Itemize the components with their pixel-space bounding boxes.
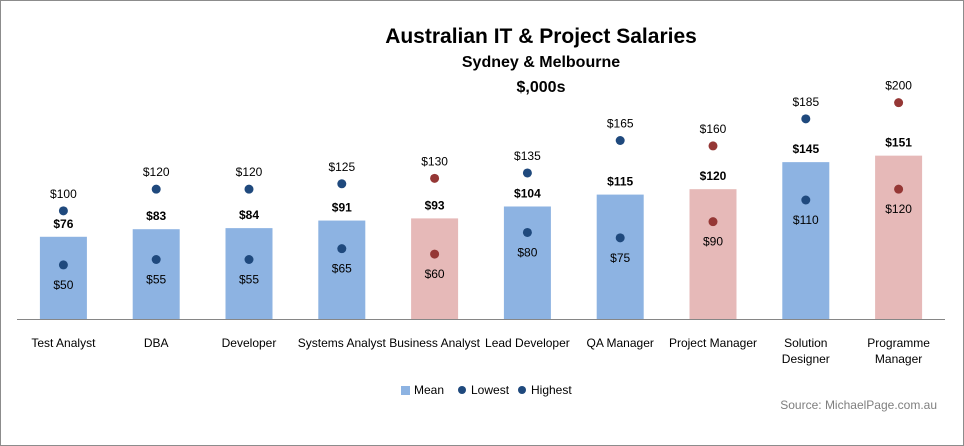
dot-highest-9	[894, 98, 904, 108]
label-mean-1: $83	[146, 209, 166, 223]
dot-highest-1	[151, 184, 161, 194]
label-mean-0: $76	[53, 217, 73, 231]
label-highest-1: $120	[143, 165, 170, 179]
dot-lowest-8	[801, 195, 811, 205]
legend-label-mean: Mean	[414, 383, 445, 397]
label-lowest-5: $80	[517, 245, 537, 259]
label-highest-6: $165	[607, 117, 634, 131]
label-highest-9: $200	[885, 79, 912, 93]
label-lowest-1: $55	[146, 273, 166, 287]
label-highest-5: $135	[514, 149, 541, 163]
legend-swatch-mean	[401, 385, 410, 395]
category-label-9-1: Manager	[875, 352, 922, 366]
dot-lowest-7	[708, 217, 718, 227]
label-lowest-2: $55	[239, 273, 259, 287]
category-label-5: Lead Developer	[485, 336, 570, 350]
category-label-6: QA Manager	[587, 336, 654, 350]
dot-lowest-6	[615, 233, 625, 243]
label-lowest-7: $90	[703, 235, 723, 249]
label-mean-2: $84	[239, 208, 259, 222]
dot-lowest-5	[522, 227, 532, 237]
label-mean-7: $120	[700, 169, 727, 183]
bar-mean-0	[39, 236, 87, 319]
chart-subtitle: Sydney & Melbourne	[461, 54, 621, 71]
label-highest-3: $125	[328, 160, 355, 174]
legend-swatch-lowest	[458, 386, 466, 394]
label-highest-4: $130	[421, 154, 448, 168]
dot-highest-5	[522, 168, 532, 178]
dot-lowest-9	[894, 184, 904, 194]
chart-title: Australian IT & Project Salaries	[385, 25, 697, 48]
source-note: Source: MichaelPage.com.au	[780, 398, 937, 412]
category-label-0: Test Analyst	[31, 336, 96, 350]
dot-highest-7	[708, 141, 718, 151]
label-highest-7: $160	[700, 122, 727, 136]
dot-lowest-1	[151, 255, 161, 264]
category-label-2: Developer	[222, 336, 277, 350]
bar-mean-7	[689, 189, 737, 319]
category-label-1: DBA	[144, 336, 169, 350]
bar-mean-6	[596, 194, 644, 319]
label-lowest-6: $75	[610, 251, 630, 265]
bar-mean-2	[225, 228, 273, 319]
legend-label-highest: Highest	[531, 383, 572, 397]
plot-area: $76 $50 $100 Test Analyst $83 $55 $120 DBA $84 $5…	[17, 79, 945, 366]
legend-item-highest: Highest	[518, 383, 572, 397]
category-label-3: Systems Analyst	[298, 336, 387, 350]
label-lowest-0: $50	[53, 278, 73, 292]
category-label-8-0: Solution	[784, 336, 827, 350]
bar-mean-3	[318, 220, 366, 319]
bar-mean-8	[782, 162, 830, 319]
dot-highest-2	[244, 184, 254, 194]
bar-mean-1	[132, 229, 180, 319]
category-label-7: Project Manager	[669, 336, 757, 350]
dot-highest-6	[615, 136, 625, 145]
label-mean-5: $104	[514, 186, 541, 200]
dot-lowest-4	[430, 249, 440, 259]
label-highest-0: $100	[50, 187, 77, 201]
label-lowest-4: $60	[425, 267, 445, 281]
legend-item-mean: Mean	[401, 383, 444, 397]
label-lowest-9: $120	[885, 202, 912, 216]
label-mean-3: $91	[332, 201, 352, 215]
bar-mean-4	[411, 218, 459, 319]
bar-mean-5	[503, 206, 551, 319]
chart-units: $,000s	[516, 79, 566, 96]
bar-mean-9	[875, 155, 923, 319]
label-highest-8: $185	[792, 95, 819, 109]
legend-label-lowest: Lowest	[471, 383, 510, 397]
label-lowest-3: $65	[332, 262, 352, 276]
label-lowest-8: $110	[793, 213, 819, 227]
dot-highest-8	[801, 114, 811, 124]
category-label-8-1: Designer	[782, 352, 830, 366]
dot-lowest-2	[244, 255, 254, 264]
category-label-9-0: Programme	[867, 336, 930, 350]
dot-highest-4	[430, 173, 440, 183]
label-mean-9: $151	[885, 136, 912, 150]
dot-lowest-0	[58, 260, 68, 270]
legend: Mean Lowest Highest	[1, 381, 964, 401]
dot-highest-3	[337, 179, 347, 189]
label-mean-6: $115	[607, 175, 633, 189]
dot-highest-0	[58, 206, 68, 216]
label-mean-4: $93	[425, 198, 445, 212]
legend-item-lowest: Lowest	[458, 383, 509, 397]
label-mean-8: $145	[792, 142, 819, 156]
dot-lowest-3	[337, 244, 347, 254]
category-label-4: Business Analyst	[389, 336, 480, 350]
label-highest-2: $120	[236, 165, 263, 179]
legend-swatch-highest	[518, 386, 526, 394]
